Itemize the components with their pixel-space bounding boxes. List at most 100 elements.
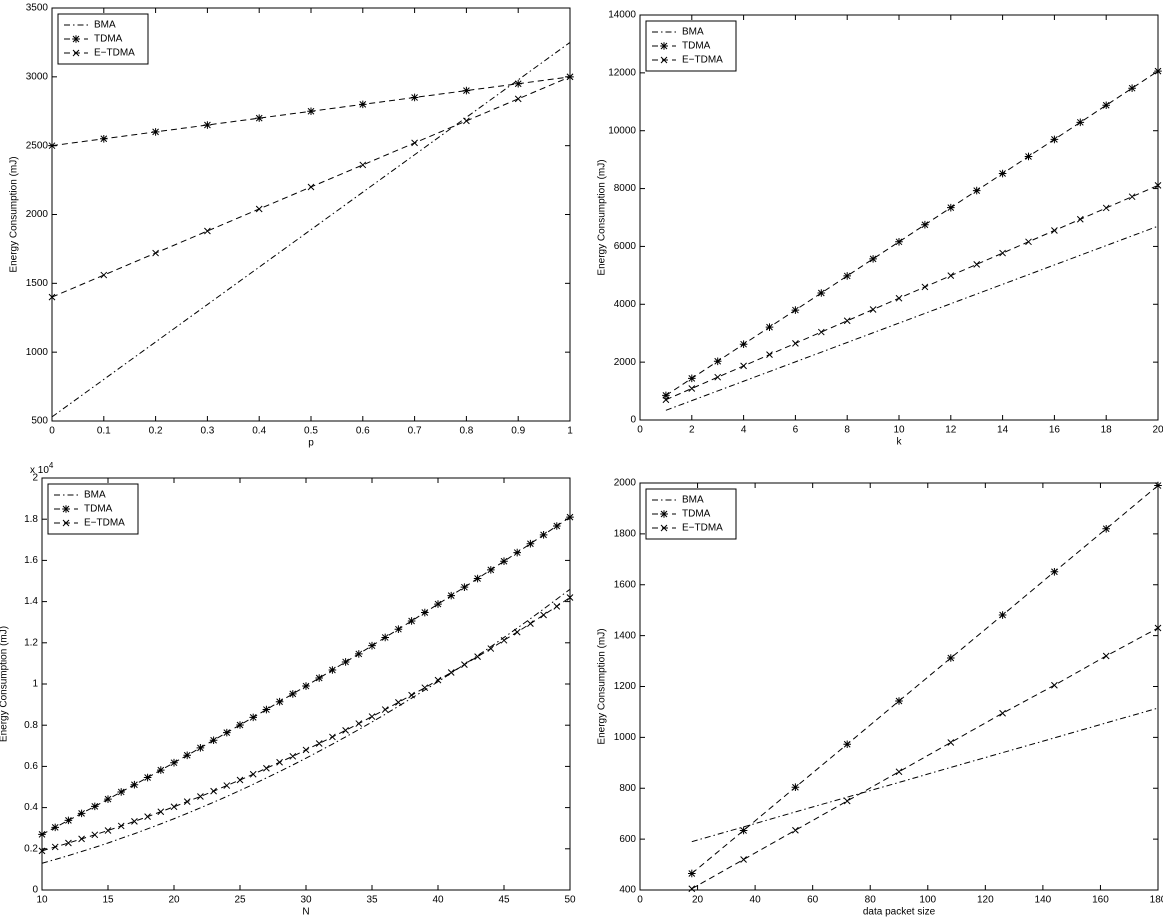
data-marker bbox=[51, 823, 59, 832]
data-marker bbox=[275, 697, 284, 706]
x-tick-label: 0.6 bbox=[356, 426, 370, 437]
legend-label: TDMA bbox=[682, 509, 711, 520]
y-tick-label: 1500 bbox=[26, 278, 49, 289]
data-marker bbox=[381, 706, 389, 713]
x-tick-label: 18 bbox=[1101, 425, 1113, 436]
legend-label: E−TDMA bbox=[682, 55, 723, 66]
x-tick-label: 0.1 bbox=[97, 426, 111, 437]
y-tick-label: 1.4 bbox=[24, 596, 38, 607]
y-tick-label: 2000 bbox=[614, 478, 637, 489]
y-tick-label: 2000 bbox=[614, 357, 637, 368]
data-marker bbox=[500, 636, 508, 644]
data-marker bbox=[1102, 524, 1110, 533]
x-axis-label: p bbox=[308, 438, 314, 449]
data-marker bbox=[1154, 182, 1162, 189]
x-tick-label: 160 bbox=[1092, 895, 1109, 906]
data-marker bbox=[739, 340, 748, 349]
data-marker bbox=[1050, 567, 1059, 576]
data-marker bbox=[553, 522, 561, 530]
series-line bbox=[41, 597, 571, 852]
data-marker bbox=[460, 583, 469, 591]
x-tick-label: 120 bbox=[977, 895, 994, 906]
y-tick-label: 400 bbox=[619, 885, 636, 896]
data-marker bbox=[566, 594, 574, 601]
x-tick-label: 10 bbox=[893, 425, 905, 436]
legend: BMA TDMA E−TDMA bbox=[57, 13, 149, 65]
data-marker bbox=[447, 591, 455, 600]
data-marker bbox=[131, 818, 138, 825]
legend: BMA TDMA E−TDMA bbox=[645, 488, 737, 540]
y-tick-label: 4000 bbox=[614, 299, 637, 310]
data-marker bbox=[196, 744, 205, 752]
data-marker bbox=[973, 261, 981, 268]
data-marker bbox=[1154, 624, 1162, 632]
data-marker bbox=[739, 826, 748, 835]
data-marker bbox=[1128, 193, 1136, 201]
data-marker bbox=[143, 773, 152, 782]
y-tick-label: 1 bbox=[32, 679, 38, 690]
data-marker bbox=[566, 513, 574, 521]
x-tick-label: 100 bbox=[919, 895, 936, 906]
x-axis-label: data packet size bbox=[863, 907, 936, 918]
series-line bbox=[51, 42, 571, 418]
data-marker bbox=[355, 720, 363, 727]
data-marker bbox=[307, 183, 315, 191]
x-tick-label: 35 bbox=[366, 895, 378, 906]
data-marker bbox=[792, 339, 799, 347]
data-marker bbox=[100, 271, 108, 279]
data-marker bbox=[1102, 204, 1110, 212]
data-marker bbox=[843, 317, 851, 325]
y-tick-label: 3000 bbox=[26, 71, 49, 82]
data-marker bbox=[355, 650, 363, 658]
data-marker bbox=[714, 373, 722, 381]
x-tick-label: 40 bbox=[432, 895, 444, 906]
data-marker bbox=[1024, 152, 1033, 161]
x-tick-label: 0.8 bbox=[459, 426, 473, 437]
legend-label: TDMA bbox=[84, 504, 113, 515]
data-marker bbox=[765, 323, 774, 331]
plot-frame bbox=[51, 7, 571, 422]
data-marker bbox=[255, 205, 263, 213]
data-marker bbox=[500, 557, 508, 566]
y-tick-label: 0.6 bbox=[24, 761, 38, 772]
legend-label: BMA bbox=[682, 27, 704, 38]
data-marker bbox=[791, 783, 800, 792]
data-marker bbox=[170, 803, 178, 811]
x-tick-label: 16 bbox=[1049, 425, 1061, 436]
y-tick-label: 500 bbox=[31, 416, 48, 427]
series-line bbox=[691, 485, 1159, 874]
data-marker bbox=[209, 736, 218, 745]
x-tick-label: 0.9 bbox=[511, 426, 525, 437]
data-marker bbox=[328, 666, 337, 674]
data-marker bbox=[1051, 227, 1058, 234]
data-marker bbox=[342, 726, 349, 734]
legend-marker bbox=[660, 524, 668, 532]
x-tick-label: 50 bbox=[564, 895, 576, 906]
data-marker bbox=[151, 128, 160, 136]
y-axis-label: Energy Consumption (mJ) bbox=[0, 626, 10, 742]
data-marker bbox=[77, 809, 86, 818]
data-marker bbox=[688, 869, 696, 878]
data-marker bbox=[662, 396, 670, 404]
data-marker bbox=[713, 357, 722, 366]
data-marker bbox=[117, 788, 125, 796]
data-marker bbox=[51, 843, 59, 851]
x-tick-label: 30 bbox=[300, 895, 312, 906]
series-line bbox=[691, 707, 1159, 843]
legend-marker bbox=[62, 505, 70, 513]
data-marker bbox=[487, 566, 495, 574]
y-tick-label: 2500 bbox=[26, 140, 49, 151]
x-tick-label: 1 bbox=[567, 426, 573, 437]
data-marker bbox=[411, 139, 418, 147]
x-tick-label: 0.7 bbox=[408, 426, 422, 437]
data-marker bbox=[236, 721, 244, 729]
data-marker bbox=[408, 691, 415, 699]
data-marker bbox=[48, 141, 56, 150]
y-tick-label: 2000 bbox=[26, 209, 49, 220]
data-marker bbox=[1128, 84, 1136, 92]
data-marker bbox=[91, 831, 99, 839]
y-axis-label: Energy Consumption (mJ) bbox=[597, 159, 608, 275]
y-tick-label: 0 bbox=[32, 885, 38, 896]
y-tick-label: 2 bbox=[32, 473, 38, 484]
data-marker bbox=[38, 830, 46, 839]
